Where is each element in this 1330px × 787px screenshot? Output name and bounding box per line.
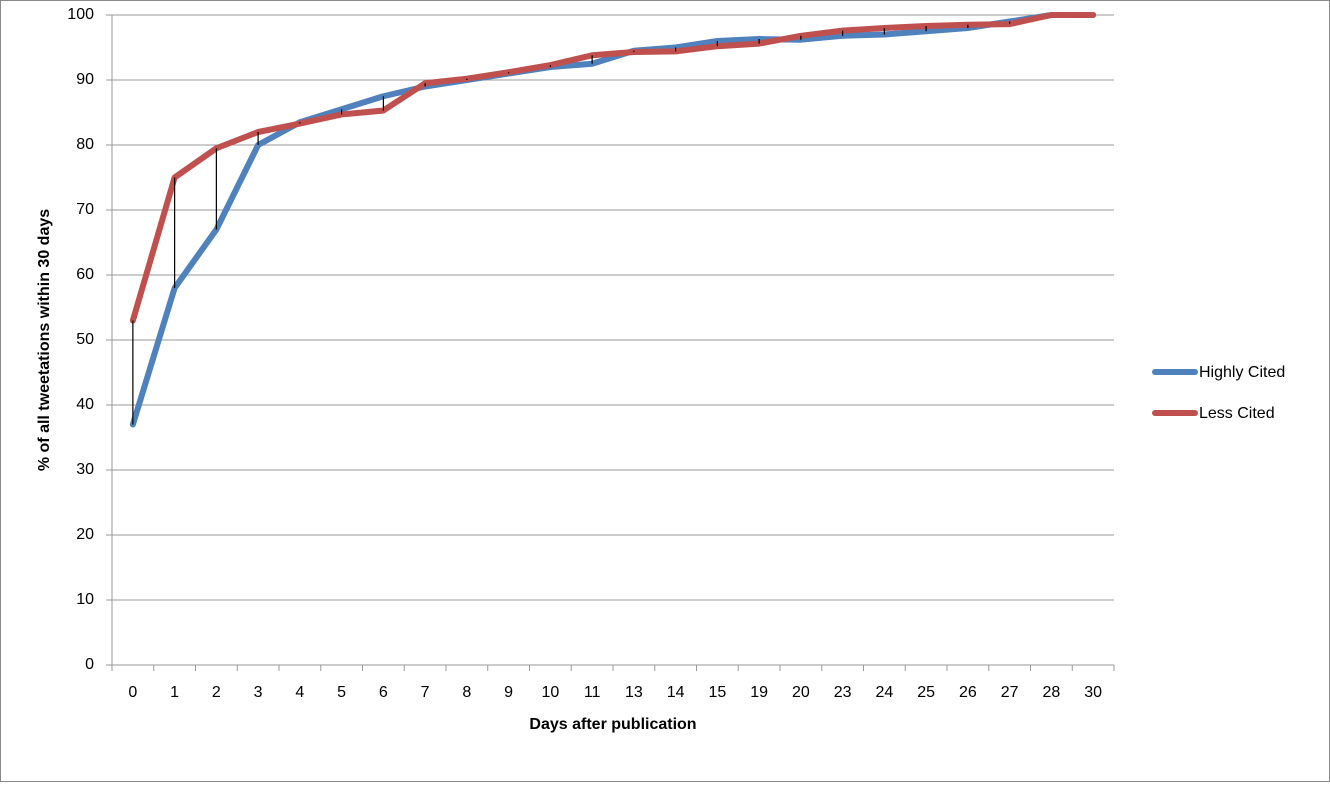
x-tick-label: 0	[128, 684, 137, 701]
x-tick-label: 24	[875, 684, 893, 701]
x-tick-label: 14	[667, 684, 685, 701]
x-tick-label: 20	[792, 684, 810, 701]
y-axis-label: % of all tweetations within 30 days	[36, 209, 53, 471]
y-tick-label: 60	[76, 266, 94, 283]
y-tick-label: 80	[76, 136, 94, 153]
y-tick-label: 70	[76, 201, 94, 218]
x-tick-label: 26	[959, 684, 977, 701]
y-tick-label: 10	[76, 591, 94, 608]
x-tick-label: 4	[295, 684, 304, 701]
x-tick-label: 8	[462, 684, 471, 701]
x-tick-label: 5	[337, 684, 346, 701]
x-tick-label: 15	[708, 684, 726, 701]
x-tick-label: 28	[1042, 684, 1060, 701]
y-tick-label: 50	[76, 331, 94, 348]
x-tick-label: 13	[625, 684, 643, 701]
x-tick-label: 9	[504, 684, 513, 701]
x-tick-label: 11	[584, 684, 601, 701]
y-tick-label: 30	[76, 461, 94, 478]
legend-label: Highly Cited	[1199, 364, 1285, 381]
y-tick-label: 20	[76, 526, 94, 543]
x-tick-label: 30	[1084, 684, 1102, 701]
y-tick-label: 90	[76, 71, 94, 88]
series-line	[129, 12, 1097, 324]
x-tick-label: 3	[254, 684, 263, 701]
x-tick-label: 2	[212, 684, 221, 701]
y-tick-label: 0	[85, 656, 94, 673]
x-tick-label: 23	[834, 684, 852, 701]
x-tick-label: 6	[379, 684, 388, 701]
x-axis-label: Days after publication	[529, 716, 696, 733]
x-tick-label: 27	[1001, 684, 1019, 701]
x-tick-label: 1	[170, 684, 179, 701]
y-tick-label: 40	[76, 396, 94, 413]
legend-label: Less Cited	[1199, 405, 1275, 422]
x-tick-label: 25	[917, 684, 935, 701]
y-tick-label: 100	[67, 6, 94, 23]
x-tick-label: 10	[541, 684, 559, 701]
x-tick-label: 19	[750, 684, 768, 701]
x-tick-label: 7	[421, 684, 430, 701]
